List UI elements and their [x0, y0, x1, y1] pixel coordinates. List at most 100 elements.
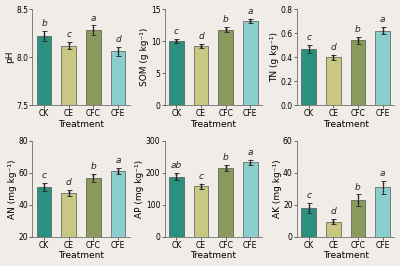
Bar: [243, 163, 258, 237]
X-axis label: Treatment: Treatment: [323, 251, 369, 260]
Point: [115, 168, 121, 172]
X-axis label: Treatment: Treatment: [190, 251, 236, 260]
Point: [247, 18, 254, 22]
Bar: [375, 31, 390, 105]
Point: [173, 173, 180, 178]
Text: c: c: [306, 33, 311, 42]
Text: d: d: [330, 43, 336, 52]
Point: [222, 164, 229, 168]
Point: [66, 46, 72, 50]
Point: [90, 173, 96, 177]
Point: [247, 19, 254, 23]
Text: d: d: [115, 35, 121, 44]
X-axis label: Treatment: Treatment: [323, 120, 369, 129]
Text: b: b: [41, 19, 47, 28]
Point: [247, 20, 254, 24]
Point: [173, 177, 180, 181]
Bar: [86, 30, 101, 266]
Text: b: b: [355, 182, 361, 192]
Y-axis label: pH: pH: [6, 51, 14, 63]
Point: [306, 49, 312, 53]
Point: [330, 219, 336, 223]
Point: [247, 162, 254, 166]
Point: [198, 183, 204, 188]
Point: [306, 202, 312, 207]
Point: [115, 48, 121, 52]
Point: [380, 27, 386, 32]
Point: [222, 165, 229, 169]
Bar: [350, 40, 365, 105]
Bar: [350, 200, 365, 237]
Point: [306, 44, 312, 48]
Bar: [218, 168, 233, 237]
Bar: [37, 36, 52, 266]
Point: [173, 39, 180, 44]
Text: b: b: [90, 162, 96, 171]
Point: [355, 40, 361, 45]
Point: [173, 175, 180, 180]
Bar: [37, 187, 52, 266]
Bar: [301, 49, 316, 105]
Point: [41, 188, 47, 192]
Point: [173, 38, 180, 43]
Text: a: a: [90, 14, 96, 23]
Point: [355, 36, 361, 40]
Text: b: b: [223, 153, 228, 162]
Bar: [169, 177, 184, 237]
Point: [115, 171, 121, 175]
Point: [247, 161, 254, 165]
Point: [330, 218, 336, 222]
Point: [306, 47, 312, 52]
Point: [330, 56, 336, 60]
Point: [90, 174, 96, 178]
Point: [66, 44, 72, 48]
Point: [330, 56, 336, 61]
Point: [330, 220, 336, 224]
Point: [41, 37, 47, 41]
Text: c: c: [174, 27, 179, 36]
Point: [247, 160, 254, 164]
Point: [90, 25, 96, 29]
Text: d: d: [66, 178, 72, 187]
Text: d: d: [198, 32, 204, 41]
Point: [198, 45, 204, 49]
Point: [41, 35, 47, 39]
Bar: [194, 46, 208, 105]
Point: [222, 168, 229, 172]
Point: [355, 196, 361, 201]
Point: [355, 199, 361, 203]
Point: [222, 29, 229, 33]
Bar: [110, 171, 125, 266]
Point: [41, 184, 47, 188]
Point: [306, 207, 312, 211]
Point: [66, 41, 72, 45]
Point: [355, 194, 361, 198]
Point: [380, 189, 386, 193]
Point: [198, 186, 204, 190]
Bar: [326, 222, 341, 237]
Point: [41, 182, 47, 186]
Point: [173, 40, 180, 45]
Point: [173, 172, 180, 176]
Point: [90, 178, 96, 182]
Text: b: b: [355, 25, 361, 34]
Bar: [61, 46, 76, 266]
Bar: [169, 41, 184, 105]
Point: [41, 32, 47, 37]
Point: [198, 43, 204, 47]
Point: [330, 54, 336, 59]
Point: [41, 186, 47, 190]
Point: [247, 158, 254, 163]
Bar: [61, 193, 76, 266]
Point: [115, 167, 121, 171]
Point: [41, 31, 47, 35]
Bar: [301, 208, 316, 237]
X-axis label: Treatment: Treatment: [58, 120, 104, 129]
Point: [115, 52, 121, 56]
Text: a: a: [380, 15, 385, 24]
Point: [355, 39, 361, 43]
Bar: [194, 186, 208, 237]
Point: [222, 167, 229, 171]
Point: [306, 209, 312, 213]
Y-axis label: SOM (g kg⁻¹): SOM (g kg⁻¹): [140, 28, 149, 86]
